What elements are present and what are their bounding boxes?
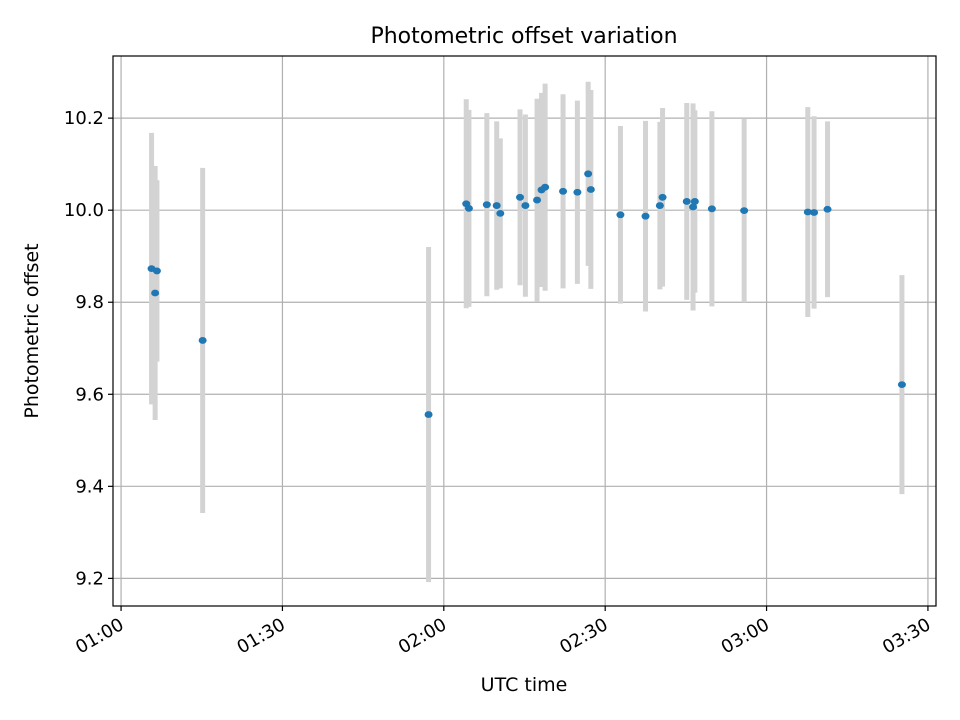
data-point [573, 188, 582, 196]
data-point [496, 210, 505, 217]
data-point [641, 212, 650, 220]
chart-title: Photometric offset variation [370, 24, 677, 49]
data-point [584, 170, 593, 178]
data-point [533, 196, 542, 204]
data-point [464, 204, 473, 212]
data-points [147, 170, 906, 418]
y-tick-label: 9.2 [75, 568, 104, 589]
data-point [482, 201, 491, 209]
data-point [521, 202, 530, 209]
data-point [424, 411, 433, 418]
data-point [616, 211, 625, 219]
data-point [198, 337, 207, 344]
data-point [492, 202, 501, 209]
y-tick-label: 9.8 [75, 292, 104, 313]
y-axis-ticks: 9.2 9.4 9.6 9.8 10.0 10.2 [64, 108, 113, 589]
data-point [803, 208, 812, 216]
data-point [823, 205, 832, 213]
data-point [151, 289, 160, 297]
plot-frame [112, 55, 937, 607]
y-tick-label: 10.0 [64, 200, 104, 221]
data-point [740, 207, 749, 215]
data-point [152, 267, 161, 275]
data-point [516, 193, 525, 201]
x-axis-label: UTC time [481, 674, 568, 696]
data-point [682, 198, 691, 205]
data-point [586, 186, 595, 193]
gridlines [113, 56, 936, 606]
data-point [541, 183, 550, 191]
data-point [897, 381, 906, 389]
y-tick-label: 9.4 [75, 476, 104, 497]
y-tick-label: 9.6 [75, 384, 104, 405]
y-tick-label: 10.2 [64, 108, 104, 129]
data-point [658, 193, 667, 201]
data-point [655, 202, 664, 209]
data-point [707, 205, 716, 213]
data-point [689, 203, 698, 211]
data-point [810, 209, 819, 216]
data-point [559, 187, 568, 195]
y-axis-label: Photometric offset [21, 243, 43, 418]
data-point [690, 198, 699, 205]
